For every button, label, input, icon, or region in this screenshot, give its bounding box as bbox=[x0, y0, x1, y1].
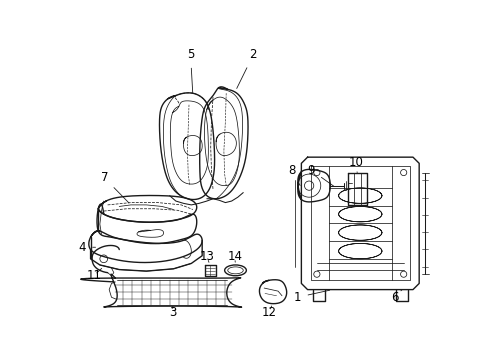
Text: 12: 12 bbox=[261, 306, 276, 319]
Text: 9: 9 bbox=[307, 164, 333, 186]
Text: 14: 14 bbox=[227, 250, 242, 263]
Text: 4: 4 bbox=[78, 241, 95, 254]
Text: 13: 13 bbox=[199, 250, 214, 263]
Text: 3: 3 bbox=[169, 306, 176, 319]
Text: 5: 5 bbox=[186, 48, 194, 93]
Text: 7: 7 bbox=[101, 171, 129, 203]
Text: 8: 8 bbox=[288, 164, 300, 185]
Text: 1: 1 bbox=[293, 290, 329, 304]
Text: 10: 10 bbox=[347, 156, 362, 172]
Text: 2: 2 bbox=[236, 48, 257, 89]
Text: 6: 6 bbox=[390, 289, 401, 304]
Text: 11: 11 bbox=[86, 268, 102, 282]
